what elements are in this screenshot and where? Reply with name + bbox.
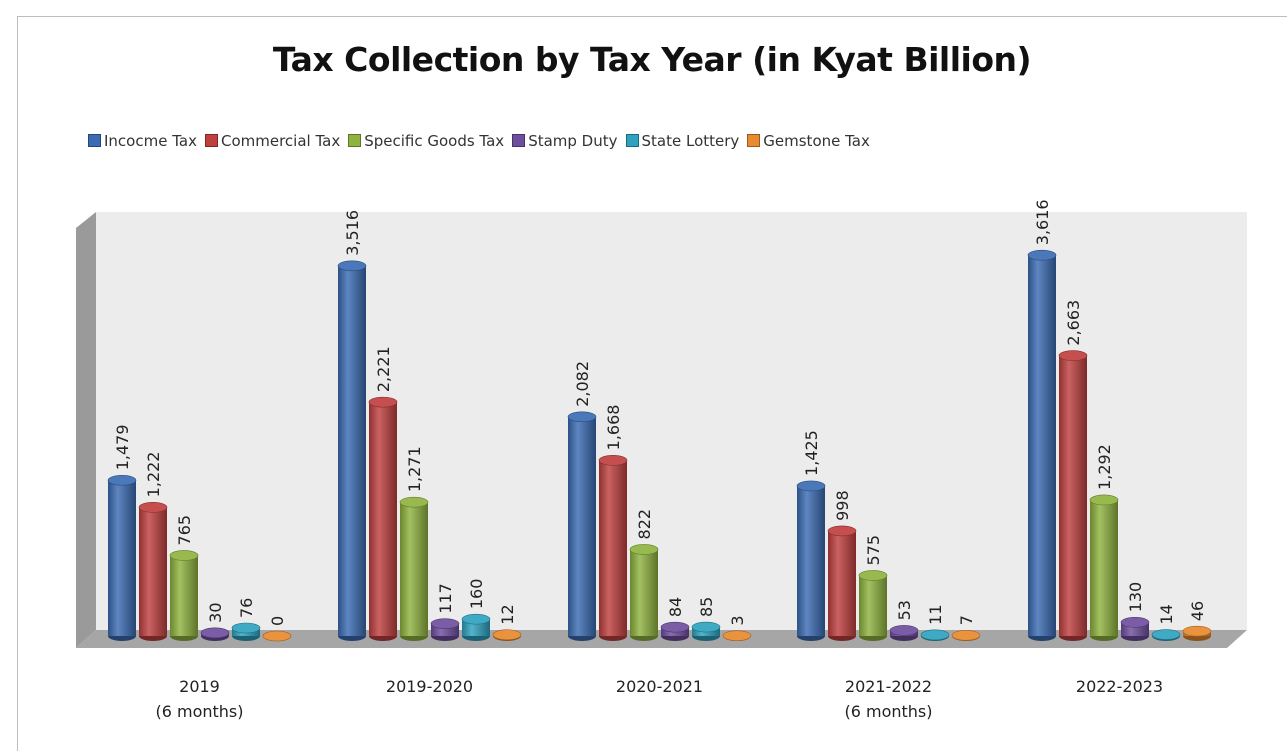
legend-item-stamp-duty: Stamp Duty <box>512 131 618 150</box>
category-labels-layer: 2019 (6 months) 2019-2020 2020-2021 2021-202… <box>155 677 1163 721</box>
chart-title: Tax Collection by Tax Year (in Kyat Bill… <box>272 40 1032 79</box>
legend-item-incocme-tax: Incocme Tax <box>88 132 197 150</box>
legend-label: Incocme Tax <box>104 131 197 150</box>
bar-incocme-tax-0 <box>107 474 137 641</box>
data-label: 7 <box>957 615 976 625</box>
legend-swatch <box>512 133 526 147</box>
bar-incocme-tax-3 <box>796 480 826 641</box>
data-label: 46 <box>1188 601 1207 621</box>
data-label: 53 <box>895 600 914 620</box>
bar-state-lottery-4 <box>1151 629 1181 641</box>
data-label: 160 <box>467 579 486 610</box>
bar-stamp-duty-2 <box>660 621 690 641</box>
bar-gemstone-tax-0 <box>262 630 292 642</box>
data-label: 2,663 <box>1064 300 1083 346</box>
legend-swatch <box>204 133 218 147</box>
bar-commercial-tax-3 <box>827 525 857 641</box>
data-label: 1,271 <box>405 446 424 492</box>
x-tick-label: 2022-2023 <box>1076 677 1163 696</box>
legend-swatch <box>88 133 101 147</box>
legend-swatch <box>747 133 761 147</box>
bar-commercial-tax-4 <box>1058 350 1088 641</box>
data-label: 3,516 <box>343 210 362 256</box>
data-label: 85 <box>697 597 716 617</box>
bar-state-lottery-0 <box>231 622 261 641</box>
x-tick-label: 2019-2020 <box>386 677 473 696</box>
bar-stamp-duty-0 <box>200 627 230 641</box>
bar-gemstone-tax-4 <box>1182 625 1212 641</box>
bar-state-lottery-3 <box>920 629 950 641</box>
bar-stamp-duty-3 <box>889 625 919 641</box>
data-label: 0 <box>268 616 287 626</box>
bar-stamp-duty-1 <box>430 618 460 641</box>
x-tick-label: (6 months) <box>844 702 932 721</box>
chart-legend: Incocme Tax Commercial Tax Specific Goods … <box>88 131 878 153</box>
bar-specific-goods-tax-1 <box>399 496 429 641</box>
legend-label: Stamp Duty <box>528 131 618 150</box>
legend-swatch <box>348 133 362 147</box>
bars-layer <box>107 249 1212 642</box>
side-wall <box>76 212 96 648</box>
bar-gemstone-tax-2 <box>722 630 752 641</box>
legend-label: Gemstone Tax <box>763 131 870 150</box>
data-label: 11 <box>926 604 945 624</box>
x-tick-label: 2019 <box>179 677 220 696</box>
data-label: 998 <box>833 490 852 521</box>
bar-gemstone-tax-1 <box>492 629 522 641</box>
data-label: 12 <box>498 604 517 624</box>
legend-item-commercial-tax: Commercial Tax <box>204 131 341 150</box>
data-label: 3 <box>728 615 747 625</box>
bar-specific-goods-tax-0 <box>169 550 199 641</box>
bar-incocme-tax-2 <box>567 411 597 641</box>
data-label: 765 <box>175 515 194 546</box>
data-label: 84 <box>666 597 685 617</box>
data-label: 76 <box>237 598 256 618</box>
bar-commercial-tax-1 <box>368 396 398 641</box>
legend-item-state-lottery: State Lottery <box>625 131 740 150</box>
legend-label: State Lottery <box>641 131 740 150</box>
data-label: 1,425 <box>802 430 821 476</box>
data-label: 1,292 <box>1095 444 1114 490</box>
data-label: 117 <box>436 583 455 614</box>
bar-stamp-duty-4 <box>1120 617 1150 641</box>
bar-specific-goods-tax-3 <box>858 570 888 641</box>
bar-commercial-tax-0 <box>138 502 168 641</box>
data-label: 1,479 <box>113 424 132 470</box>
legend-label: Specific Goods Tax <box>364 131 505 150</box>
x-tick-label: 2020-2021 <box>616 677 703 696</box>
data-label: 575 <box>864 535 883 566</box>
data-label: 2,082 <box>573 361 592 407</box>
bar-state-lottery-2 <box>691 621 721 641</box>
bar-incocme-tax-4 <box>1027 249 1057 641</box>
x-tick-label: (6 months) <box>155 702 243 721</box>
bar-state-lottery-1 <box>461 613 491 641</box>
bar-specific-goods-tax-4 <box>1089 494 1119 641</box>
bar-gemstone-tax-3 <box>951 629 981 641</box>
data-label: 14 <box>1157 604 1176 624</box>
data-label: 2,221 <box>374 346 393 392</box>
data-label: 822 <box>635 509 654 540</box>
data-label: 1,668 <box>604 405 623 451</box>
data-label: 130 <box>1126 582 1145 613</box>
legend-swatch <box>625 133 639 147</box>
x-tick-label: 2021-2022 <box>845 677 932 696</box>
bar-incocme-tax-1 <box>337 260 367 641</box>
data-label: 3,616 <box>1033 199 1052 245</box>
data-label: 1,222 <box>144 452 163 498</box>
legend-item-gemstone-tax: Gemstone Tax <box>747 132 870 150</box>
bar-commercial-tax-2 <box>598 455 628 641</box>
legend-label: Commercial Tax <box>220 131 341 150</box>
legend-item-specific-goods-tax: Specific Goods Tax <box>348 132 504 150</box>
bar-specific-goods-tax-2 <box>629 544 659 641</box>
data-label: 30 <box>206 602 225 622</box>
